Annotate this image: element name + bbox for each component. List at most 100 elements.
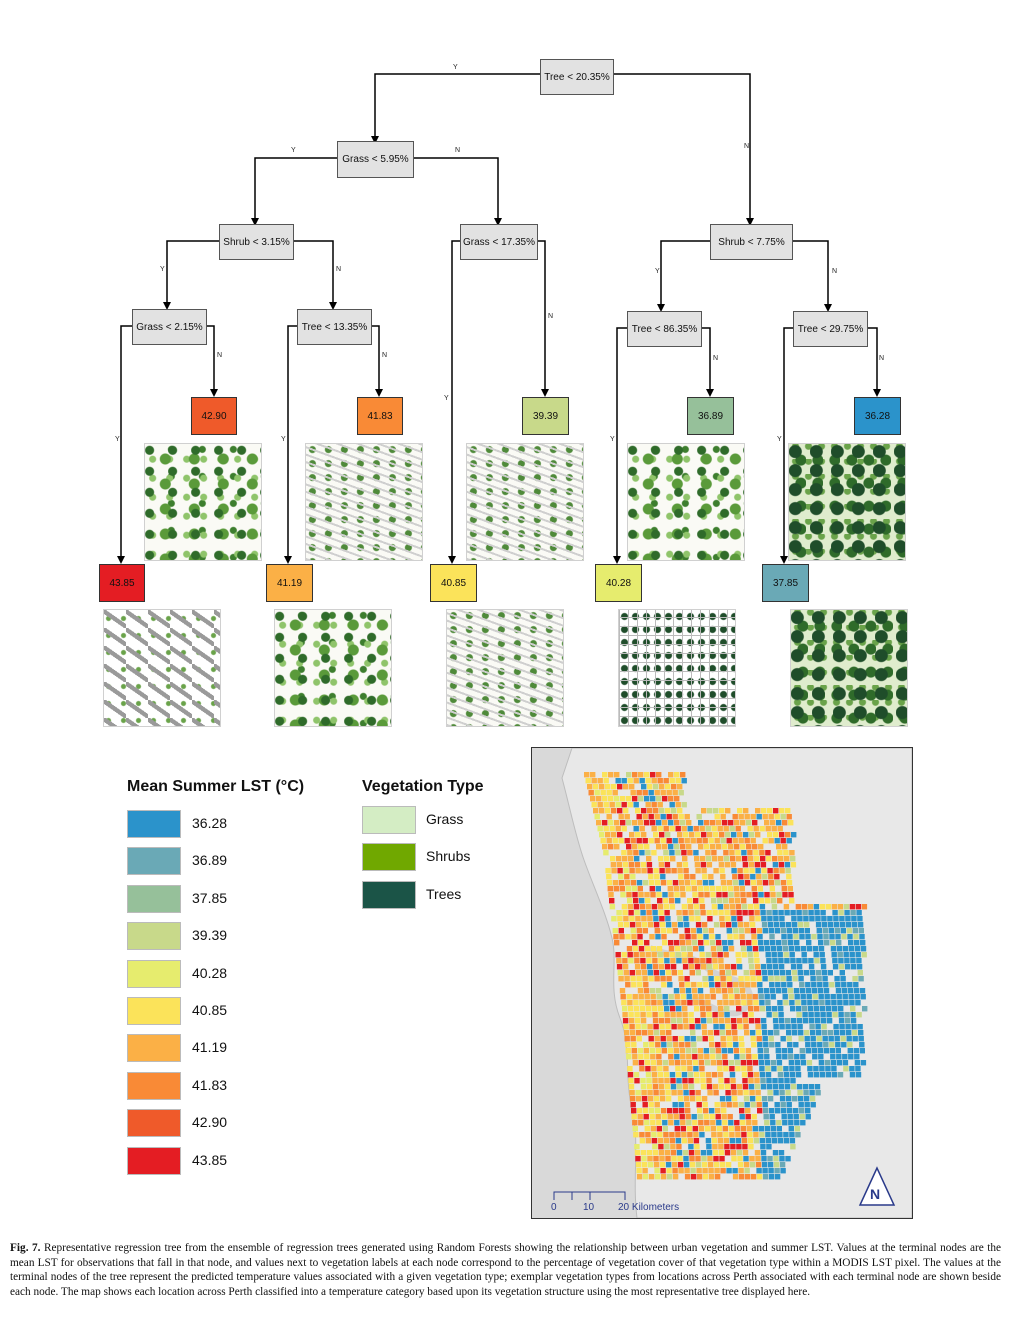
map-cell <box>640 958 646 964</box>
map-cell <box>634 1150 641 1156</box>
map-cell <box>795 904 802 910</box>
map-cell <box>777 850 783 856</box>
map-cell <box>716 1054 722 1060</box>
map-cell <box>798 1102 804 1108</box>
map-cell <box>614 772 620 778</box>
map-cell <box>609 904 616 910</box>
map-cell <box>762 880 769 886</box>
map-cell <box>756 976 762 982</box>
map-cell <box>789 898 795 904</box>
map-cell <box>784 910 790 916</box>
map-cell <box>718 1012 724 1018</box>
map-cell <box>645 778 651 784</box>
map-cell <box>831 1072 838 1078</box>
map-cell <box>754 964 761 970</box>
map-cell <box>814 1084 821 1090</box>
map-cell <box>733 1048 739 1054</box>
map-cell <box>794 1120 800 1126</box>
map-cell <box>659 868 665 874</box>
map-cell <box>720 1036 726 1042</box>
map-cell <box>740 1120 746 1126</box>
map-cell <box>754 1006 760 1012</box>
map-cell <box>793 988 800 994</box>
map-cell <box>757 934 763 940</box>
map-cell <box>628 1006 634 1012</box>
map-cell <box>739 886 745 892</box>
map-cell <box>730 910 736 916</box>
map-cell <box>773 970 779 976</box>
map-cell <box>641 1156 647 1162</box>
map-cell <box>633 952 639 958</box>
map-cell <box>654 838 660 844</box>
map-cell <box>778 1006 784 1012</box>
map-cell <box>816 928 822 934</box>
map-cell <box>666 1036 672 1042</box>
map-cell <box>773 1162 780 1168</box>
map-cell <box>732 1030 738 1036</box>
map-cell <box>777 1066 783 1072</box>
map-cell <box>651 1000 657 1006</box>
map-cell <box>706 958 712 964</box>
map-cell <box>796 964 803 970</box>
legend-swatch <box>127 1146 181 1175</box>
map-cell <box>602 844 608 850</box>
map-cell <box>724 1084 731 1090</box>
terminal-node: 36.28 <box>854 397 901 435</box>
map-cell <box>600 790 606 796</box>
map-cell <box>661 1042 667 1048</box>
legend-label: 43.85 <box>192 1151 228 1168</box>
map-cell <box>608 892 614 898</box>
map-cell <box>702 1030 708 1036</box>
map-cell <box>761 1156 767 1162</box>
map-cell <box>671 784 677 790</box>
map-cell <box>785 922 792 928</box>
legend-swatch <box>362 880 416 909</box>
map-cell <box>622 1012 628 1018</box>
map-cell <box>812 946 819 952</box>
map-cell <box>666 976 672 982</box>
map-cell <box>638 772 644 778</box>
map-cell <box>792 976 798 982</box>
map-cell <box>655 1114 661 1120</box>
map-cell <box>695 1090 701 1096</box>
map-cell <box>614 844 620 850</box>
map-cell <box>680 1126 686 1132</box>
map-cell <box>629 922 636 928</box>
map-cell <box>781 934 787 940</box>
map-cell <box>719 868 725 874</box>
map-cell <box>743 1156 749 1162</box>
map-cell <box>597 826 603 832</box>
terminal-node: 37.85 <box>762 564 809 602</box>
map-cell <box>709 1048 715 1054</box>
map-cell <box>687 952 693 958</box>
map-cell <box>699 826 705 832</box>
map-cell <box>822 1030 828 1036</box>
map-cell <box>806 946 813 952</box>
map-cell <box>835 1048 841 1054</box>
map-cell <box>720 976 726 982</box>
map-cell <box>659 1162 666 1168</box>
map-cell <box>717 1072 724 1078</box>
map-cell <box>786 874 792 880</box>
map-cell <box>758 994 764 1000</box>
map-cell <box>792 1030 798 1036</box>
map-cell <box>653 970 659 976</box>
map-cell <box>726 1168 732 1174</box>
map-cell <box>779 1090 785 1096</box>
map-cell <box>651 1072 658 1078</box>
map-cell <box>839 916 845 922</box>
map-cell <box>746 1126 752 1132</box>
map-cell <box>853 934 859 940</box>
map-cell <box>629 970 635 976</box>
map-cell <box>737 916 743 922</box>
map-cell <box>710 940 716 946</box>
map-cell <box>696 1036 702 1042</box>
map-cell <box>723 1000 729 1006</box>
map-cell <box>833 922 840 928</box>
map-cell <box>793 1042 799 1048</box>
map-cell <box>683 916 689 922</box>
map-cell <box>663 826 669 832</box>
map-cell <box>681 778 687 784</box>
map-cell <box>645 952 651 958</box>
map-cell <box>716 844 722 850</box>
